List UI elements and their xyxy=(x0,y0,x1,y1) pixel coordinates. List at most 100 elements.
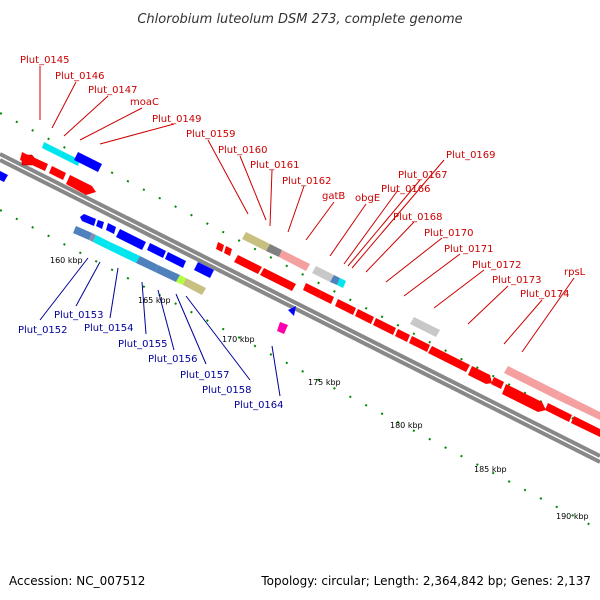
gene-blue[interactable] xyxy=(194,262,214,278)
gene-gray[interactable] xyxy=(89,233,96,242)
gene-cyan-plut0147[interactable] xyxy=(42,142,62,157)
gene-blue-edge[interactable] xyxy=(0,171,8,182)
gene-red[interactable] xyxy=(491,377,504,389)
gene-lime[interactable] xyxy=(176,275,186,285)
gene-label[interactable]: Plut_0173 xyxy=(492,275,542,286)
gene-label[interactable]: Plut_0172 xyxy=(472,260,522,271)
gene-label[interactable]: Plut_0169 xyxy=(446,150,496,161)
gene-label[interactable]: Plut_0171 xyxy=(444,244,494,255)
gene-red[interactable] xyxy=(260,268,296,291)
top-gene-labels: Plut_0145 Plut_0146 Plut_0147 moaC Plut_… xyxy=(20,55,586,300)
gene-blue-moac[interactable] xyxy=(74,152,102,172)
gene-label[interactable]: Plut_0159 xyxy=(186,129,236,140)
gene-steel[interactable] xyxy=(155,265,180,282)
gene-steel[interactable] xyxy=(330,275,340,285)
gene-red[interactable] xyxy=(355,309,374,324)
gene-label[interactable]: Plut_0161 xyxy=(250,160,300,171)
gene-blue-plut0164[interactable] xyxy=(288,306,296,316)
gene-red[interactable] xyxy=(502,384,546,412)
gene-label[interactable]: Plut_0160 xyxy=(218,145,268,156)
gene-red[interactable] xyxy=(428,346,470,372)
gene-gray[interactable] xyxy=(266,244,282,257)
gene-label[interactable]: Plut_0164 xyxy=(234,400,284,411)
gene-pink[interactable] xyxy=(556,392,600,420)
bottom-callouts xyxy=(39,257,281,397)
gene-red[interactable] xyxy=(395,329,410,342)
gene-label[interactable]: Plut_0157 xyxy=(180,370,230,381)
gene-label[interactable]: Plut_0168 xyxy=(393,212,443,223)
kbp-label: 175 kbp xyxy=(308,378,341,387)
gene-red[interactable] xyxy=(571,416,600,437)
genome-backbone xyxy=(0,152,600,464)
gene-label[interactable]: Plut_0158 xyxy=(202,385,252,396)
gene-gray-plut0170[interactable] xyxy=(410,317,440,337)
gene-blue[interactable] xyxy=(80,214,96,226)
gene-red[interactable] xyxy=(66,175,96,195)
gene-cyan[interactable] xyxy=(337,278,346,288)
gene-label[interactable]: Plut_0146 xyxy=(55,71,105,82)
gene-label[interactable]: Plut_0154 xyxy=(84,323,134,334)
gene-label[interactable]: Plut_0156 xyxy=(148,354,198,365)
gene-magenta[interactable] xyxy=(277,322,288,334)
gene-steel[interactable] xyxy=(73,226,92,240)
gene-label[interactable]: Plut_0170 xyxy=(424,228,474,239)
gene-label[interactable]: Plut_0147 xyxy=(88,85,138,96)
gene-red[interactable] xyxy=(20,152,28,163)
gene-label[interactable]: Plut_0174 xyxy=(520,289,570,300)
gene-khaki-plut0160[interactable] xyxy=(242,232,270,251)
gene-blue[interactable] xyxy=(106,223,116,234)
gene-cyan[interactable] xyxy=(60,151,80,166)
gene-label[interactable]: gatB xyxy=(322,191,345,202)
gene-red[interactable] xyxy=(468,366,492,384)
gene-pink-plut0162[interactable] xyxy=(279,250,310,271)
gene-label[interactable]: Plut_0145 xyxy=(20,55,70,66)
gene-label[interactable]: Plut_0152 xyxy=(18,325,68,336)
gene-red[interactable] xyxy=(545,403,572,422)
backbone-line-inner xyxy=(0,158,600,464)
gene-gray-gatb[interactable] xyxy=(312,266,334,282)
gene-red[interactable] xyxy=(224,246,232,256)
gene-label[interactable]: obgE xyxy=(355,193,380,204)
kbp-label: 165 kbp xyxy=(138,296,171,305)
gene-red[interactable] xyxy=(373,318,396,335)
gene-steel[interactable] xyxy=(136,256,158,272)
gene-label[interactable]: Plut_0149 xyxy=(152,114,202,125)
gene-blue[interactable] xyxy=(96,220,104,229)
gene-red[interactable] xyxy=(49,166,66,180)
gene-label[interactable]: Plut_0153 xyxy=(54,310,104,321)
gene-blocks xyxy=(0,142,600,437)
gene-red[interactable] xyxy=(234,255,262,274)
gene-label[interactable]: Plut_0166 xyxy=(381,184,431,195)
gene-red[interactable] xyxy=(32,158,48,171)
genome-summary-text: Topology: circular; Length: 2,364,842 bp… xyxy=(260,574,591,588)
gene-label[interactable]: rpsL xyxy=(564,267,586,278)
gene-cyan[interactable] xyxy=(93,235,110,249)
gene-red[interactable] xyxy=(409,336,430,352)
gene-red[interactable] xyxy=(216,242,224,252)
gene-blue[interactable] xyxy=(116,229,146,250)
gene-red[interactable] xyxy=(319,291,334,304)
bottom-gene-labels: Plut_0152 Plut_0153 Plut_0154 Plut_0155 … xyxy=(18,310,284,411)
gene-red[interactable] xyxy=(335,299,356,315)
map-title: Chlorobium luteolum DSM 273, complete ge… xyxy=(137,12,462,27)
gene-label[interactable]: Plut_0167 xyxy=(398,170,448,181)
kbp-label: 180 kbp xyxy=(390,421,423,430)
kbp-label: 190 kbp xyxy=(556,512,589,521)
gene-blue[interactable] xyxy=(147,243,166,258)
kbp-label: 170 kbp xyxy=(222,335,255,344)
gene-label[interactable]: Plut_0162 xyxy=(282,176,332,187)
gene-khaki[interactable] xyxy=(183,278,206,295)
gene-label[interactable]: moaC xyxy=(130,97,159,108)
kbp-labels: 160 kbp 165 kbp 170 kbp 175 kbp 180 kbp … xyxy=(50,256,589,521)
top-callouts xyxy=(39,66,575,353)
accession-text: Accession: NC_007512 xyxy=(9,574,145,588)
gene-cyan[interactable] xyxy=(107,242,140,263)
gene-red[interactable] xyxy=(303,283,322,298)
gene-blue[interactable] xyxy=(165,252,186,268)
kbp-label: 185 kbp xyxy=(474,465,507,474)
gene-label[interactable]: Plut_0155 xyxy=(118,339,168,350)
gene-pink-rpsl[interactable] xyxy=(504,366,560,399)
backbone-line-outer xyxy=(0,152,600,458)
